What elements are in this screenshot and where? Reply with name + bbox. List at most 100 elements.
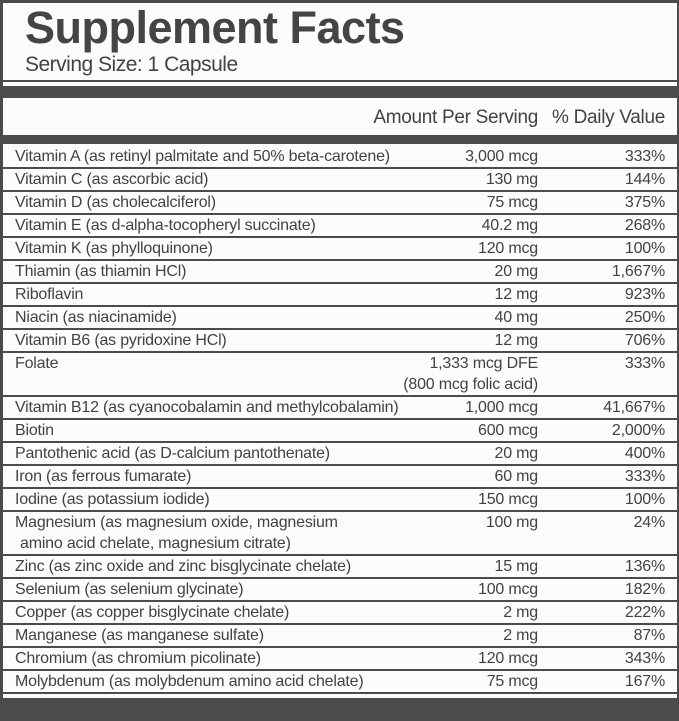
nutrient-amount-cell: 600 mcg xyxy=(468,420,538,441)
nutrient-name: Vitamin A (as retinyl palmitate and 50% … xyxy=(15,148,390,165)
nutrient-daily-value: 400% xyxy=(624,445,665,462)
table-row: Chromium (as chromium picolinate) 120 mc… xyxy=(3,648,677,671)
nutrient-amount: 3,000 mcg xyxy=(465,148,538,165)
table-row: Iodine (as potassium iodide) 150 mcg 100… xyxy=(3,489,677,512)
nutrient-amount-cell: 60 mg xyxy=(485,466,539,487)
nutrient-name-cell: Thiamin (as thiamin HCl) xyxy=(15,261,485,282)
nutrient-amount-cell: 12 mg xyxy=(485,284,539,305)
nutrient-name: Riboflavin xyxy=(15,286,84,303)
nutrient-name: Magnesium (as magnesium oxide, magnesium xyxy=(15,514,338,531)
nutrient-name-cell: Vitamin D (as cholecalciferol) xyxy=(15,192,477,213)
nutrient-name-cell: Vitamin B12 (as cyanocobalamin and methy… xyxy=(15,397,455,418)
nutrient-name-cell: Vitamin E (as d-alpha-tocopheryl succina… xyxy=(15,215,472,236)
nutrient-name: Vitamin B6 (as pyridoxine HCl) xyxy=(15,332,227,349)
table-row: Molybdenum (as molybdenum amino acid che… xyxy=(3,671,677,694)
nutrient-amount: 20 mg xyxy=(494,445,539,462)
nutrient-daily-value: 24% xyxy=(633,514,666,531)
nutrient-daily-value: 100% xyxy=(624,240,665,257)
nutrient-name-cell: Manganese (as manganese sulfate) xyxy=(15,625,493,646)
table-row: Vitamin C (as ascorbic acid) 130 mg 144% xyxy=(3,169,677,192)
nutrient-daily-value: 2,000% xyxy=(611,422,665,439)
nutrient-amount: 2 mg xyxy=(503,604,538,621)
table-row: Biotin 600 mcg 2,000% xyxy=(3,420,677,443)
nutrient-daily-value: 167% xyxy=(624,673,665,690)
nutrient-name-cell: Vitamin A (as retinyl palmitate and 50% … xyxy=(15,146,455,167)
nutrient-amount-cell: 1,000 mcg xyxy=(455,397,538,418)
table-row: Vitamin B12 (as cyanocobalamin and methy… xyxy=(3,397,677,420)
nutrient-name: Copper (as copper bisglycinate chelate) xyxy=(15,604,290,621)
nutrient-name: Vitamin K (as phylloquinone) xyxy=(15,240,213,257)
nutrient-name-cell: Biotin xyxy=(15,420,468,441)
nutrient-daily-value: 923% xyxy=(624,286,665,303)
nutrient-name: Molybdenum (as molybdenum amino acid che… xyxy=(15,673,364,690)
nutrient-name-cell: Selenium (as selenium glycinate) xyxy=(15,579,468,600)
nutrient-amount-cell: 12 mg xyxy=(485,330,539,351)
nutrient-amount-cell: 40 mg xyxy=(485,307,539,328)
nutrient-amount: 12 mg xyxy=(494,286,539,303)
nutrient-name: Vitamin B12 (as cyanocobalamin and methy… xyxy=(15,399,399,416)
nutrient-name-cell: Folate xyxy=(15,353,393,395)
table-row: Pantothenic acid (as D-calcium pantothen… xyxy=(3,443,677,466)
nutrient-amount-cell: 75 mcg xyxy=(477,671,538,692)
nutrient-daily-value: 41,667% xyxy=(603,399,665,416)
nutrient-amount: 100 mcg xyxy=(478,581,538,598)
nutrient-amount: 120 mcg xyxy=(478,240,538,257)
nutrient-amount-cell: 40.2 mg xyxy=(472,215,539,236)
nutrient-daily-value: 250% xyxy=(624,309,665,326)
nutrient-amount: 100 mg xyxy=(485,514,538,531)
nutrient-amount-cell: 1,333 mcg DFE (800 mcg folic acid) xyxy=(393,353,538,395)
nutrient-amount: 12 mg xyxy=(494,332,539,349)
nutrient-name: Folate xyxy=(15,355,59,372)
nutrient-name: Iodine (as potassium iodide) xyxy=(15,491,210,508)
table-row: Zinc (as zinc oxide and zinc bisglycinat… xyxy=(3,556,677,579)
nutrient-daily-value: 333% xyxy=(624,468,665,485)
nutrient-name: Biotin xyxy=(15,422,54,439)
nutrient-amount: 600 mcg xyxy=(478,422,538,439)
nutrient-name: Selenium (as selenium glycinate) xyxy=(15,581,244,598)
nutrient-daily-value: 268% xyxy=(624,217,665,234)
nutrient-amount-cell: 130 mg xyxy=(476,169,538,190)
nutrient-amount-cell: 2 mg xyxy=(493,602,538,623)
nutrient-amount: 15 mg xyxy=(494,558,539,575)
nutrient-name: Niacin (as niacinamide) xyxy=(15,309,177,326)
nutrient-name: Pantothenic acid (as D-calcium pantothen… xyxy=(15,445,330,462)
nutrient-daily-value: 136% xyxy=(624,558,665,575)
nutrient-name-cell: Magnesium (as magnesium oxide, magnesium… xyxy=(15,512,476,554)
nutrient-name: Manganese (as manganese sulfate) xyxy=(15,627,264,644)
nutrient-name-cell: Copper (as copper bisglycinate chelate) xyxy=(15,602,493,623)
nutrient-daily-value: 706% xyxy=(624,332,665,349)
nutrient-amount: 40 mg xyxy=(494,309,539,326)
table-row: Manganese (as manganese sulfate) 2 mg 87… xyxy=(3,625,677,648)
nutrient-amount-cell: 2 mg xyxy=(493,625,538,646)
table-row: Vitamin B6 (as pyridoxine HCl) 12 mg 706… xyxy=(3,330,677,353)
nutrient-amount-cell: 20 mg xyxy=(485,261,539,282)
table-row: Vitamin E (as d-alpha-tocopheryl succina… xyxy=(3,215,677,238)
nutrient-daily-value: 100% xyxy=(624,491,665,508)
nutrient-amount-cell: 20 mg xyxy=(485,443,539,464)
divider-bar-top xyxy=(3,86,677,98)
nutrient-amount: 1,000 mcg xyxy=(465,399,538,416)
table-row: Vitamin D (as cholecalciferol) 75 mcg 37… xyxy=(3,192,677,215)
nutrient-name-cell: Niacin (as niacinamide) xyxy=(15,307,485,328)
table-row: Vitamin A (as retinyl palmitate and 50% … xyxy=(3,146,677,169)
nutrient-amount: 150 mcg xyxy=(478,491,538,508)
nutrient-daily-value: 87% xyxy=(633,627,666,644)
nutrient-daily-value: 375% xyxy=(624,194,665,211)
nutrient-name-cell: Pantothenic acid (as D-calcium pantothen… xyxy=(15,443,485,464)
table-row: Folate 1,333 mcg DFE (800 mcg folic acid… xyxy=(3,353,677,397)
nutrient-amount-line2: (800 mcg folic acid) xyxy=(403,376,538,393)
nutrient-amount: 2 mg xyxy=(503,627,538,644)
nutrient-daily-value: 333% xyxy=(624,148,665,165)
nutrient-amount-cell: 3,000 mcg xyxy=(455,146,538,167)
nutrient-name-cell: Molybdenum (as molybdenum amino acid che… xyxy=(15,671,477,692)
nutrient-name-line2: amino acid chelate, magnesium citrate) xyxy=(20,535,291,552)
table-row: Copper (as copper bisglycinate chelate) … xyxy=(3,602,677,625)
nutrient-amount: 75 mcg xyxy=(486,673,538,690)
nutrient-daily-value: 343% xyxy=(624,650,665,667)
table-row: Thiamin (as thiamin HCl) 20 mg 1,667% xyxy=(3,261,677,284)
table-row: Riboflavin 12 mg 923% xyxy=(3,284,677,307)
nutrient-name-cell: Vitamin C (as ascorbic acid) xyxy=(15,169,476,190)
nutrient-name-cell: Vitamin B6 (as pyridoxine HCl) xyxy=(15,330,485,351)
nutrient-amount-cell: 15 mg xyxy=(485,556,539,577)
